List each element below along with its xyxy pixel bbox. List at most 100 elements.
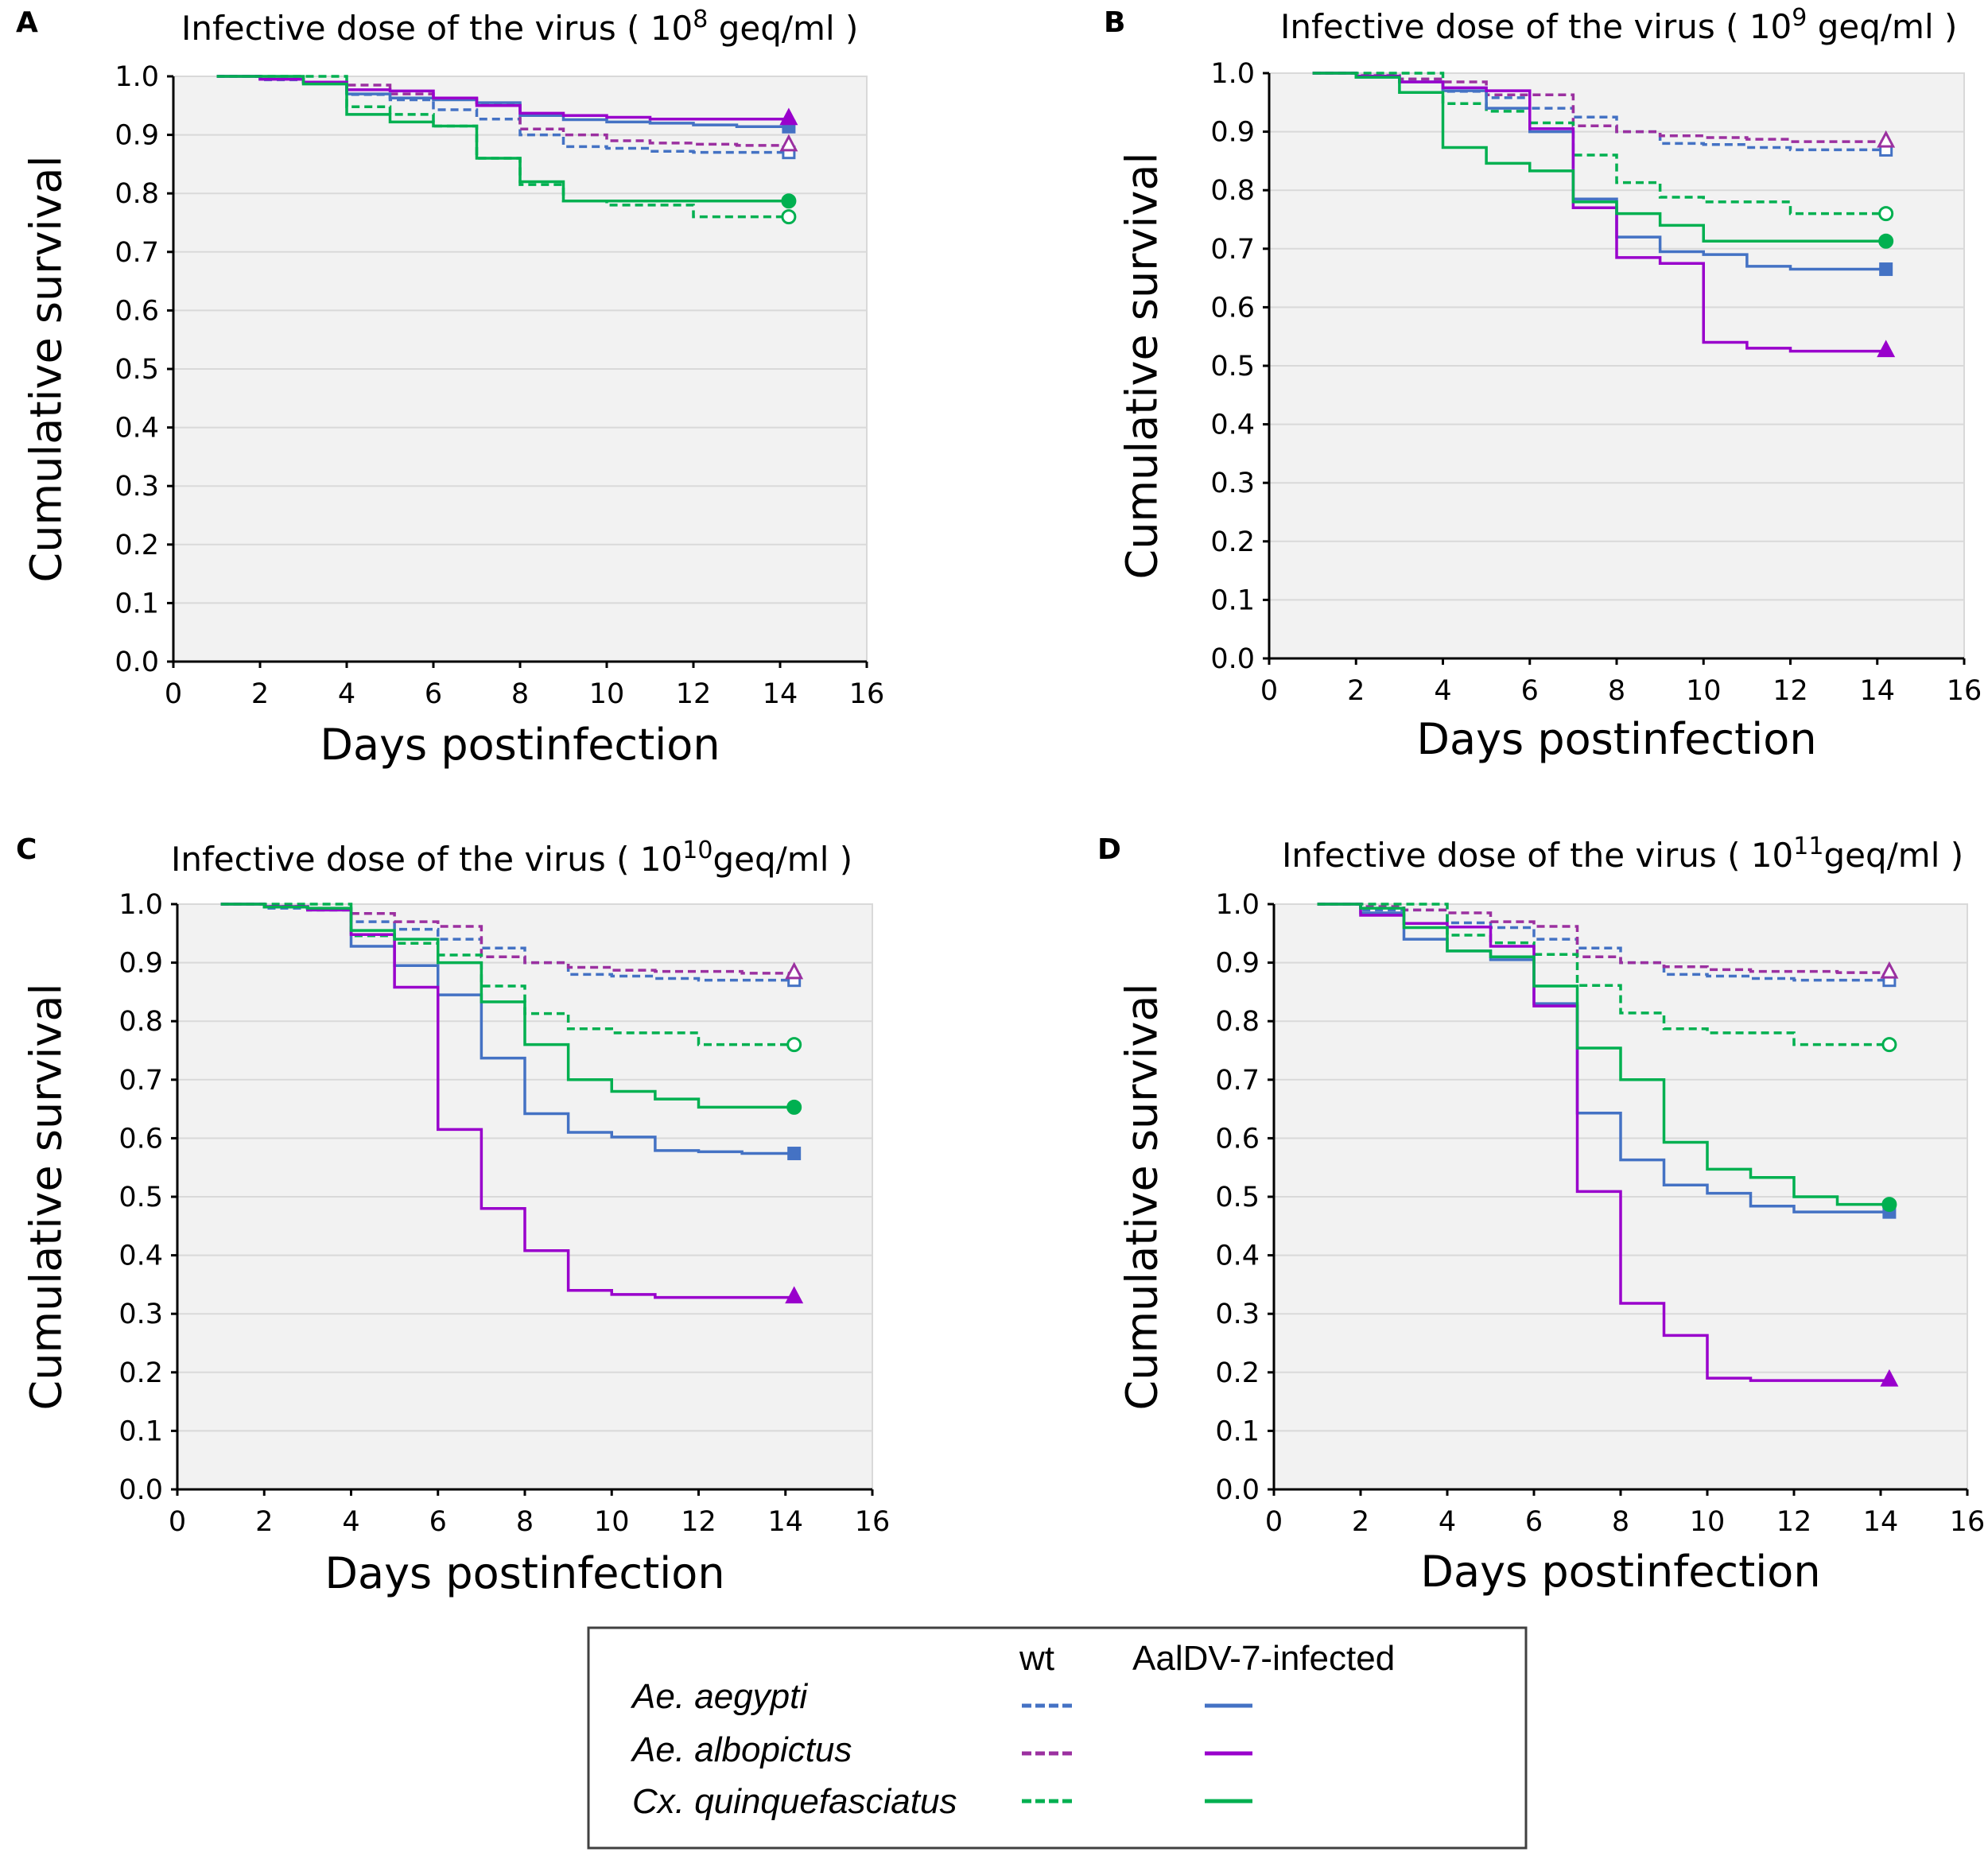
y-tick-label: 0.6 [1210, 292, 1255, 324]
x-tick-label: 8 [1608, 675, 1625, 707]
title-base: 10 [650, 9, 693, 48]
chart-title: Infective dose of the virus ( 109 geq/ml… [1280, 4, 1957, 46]
title-prefix: Infective dose of the virus ( [171, 840, 640, 879]
series-line-quinquefasciatus-infected [1317, 903, 1889, 1206]
series-line-quinquefasciatus-wt [1312, 72, 1886, 215]
y-tick-label: 0.7 [118, 1065, 163, 1097]
x-tick-label: 14 [1859, 675, 1895, 707]
chart-title: Infective dose of the virus ( 1011geq/ml… [1282, 833, 1963, 875]
x-tick-label: 2 [1352, 1506, 1369, 1538]
x-tick-label: 0 [1260, 675, 1278, 707]
title-suffix: geq/ml ) [708, 9, 858, 48]
title-base: 10 [640, 840, 682, 879]
x-tick-label: 4 [1439, 1506, 1456, 1538]
y-axis-label: Cumulative survival [1117, 153, 1167, 580]
y-tick-label: 0.8 [115, 178, 159, 210]
y-tick-label: 0.2 [118, 1357, 163, 1389]
x-tick-label: 0 [1265, 1506, 1283, 1538]
end-marker-albopictus-wt [1877, 130, 1896, 148]
end-marker-quinquefasciatus-infected [1878, 233, 1894, 249]
series-line-quinquefasciatus-infected [1312, 72, 1886, 243]
y-tick-label: 0.4 [115, 413, 159, 445]
y-tick-label: 0.5 [1210, 351, 1255, 382]
y-tick-label: 0.5 [118, 1182, 163, 1213]
y-tick-label: 0.7 [1215, 1065, 1260, 1097]
x-tick-label: 6 [425, 678, 442, 710]
x-tick-label: 8 [516, 1506, 534, 1538]
y-tick-label: 0.4 [118, 1240, 163, 1272]
panel-label: A [16, 6, 38, 39]
x-tick-label: 12 [1773, 675, 1808, 707]
end-marker-albopictus-wt [779, 134, 798, 152]
x-tick-label: 14 [767, 1506, 803, 1538]
end-marker-quinquefasciatus-wt [1881, 1037, 1897, 1053]
x-tick-label: 4 [1434, 675, 1451, 707]
x-tick-label: 4 [342, 1506, 359, 1538]
panel-label: C [16, 833, 37, 866]
y-tick-label: 0.7 [1210, 234, 1255, 266]
y-tick-label: 0.9 [1215, 948, 1260, 980]
series-line-quinquefasciatus-infected [220, 903, 794, 1109]
y-tick-label: 1.0 [1215, 889, 1260, 921]
y-tick-label: 0.2 [115, 530, 159, 561]
x-tick-label: 12 [1776, 1506, 1812, 1538]
y-tick-label: 0.7 [115, 237, 159, 269]
panel-label: B [1104, 6, 1125, 39]
chart-title: Infective dose of the virus ( 1010geq/ml… [171, 837, 852, 879]
panel-label: D [1097, 833, 1121, 866]
legend-species-aegypti: Ae. aegypti [630, 1677, 808, 1716]
y-tick-label: 1.0 [118, 889, 163, 921]
end-marker-quinquefasciatus-wt [1878, 206, 1894, 222]
series-line-albopictus-wt [1317, 903, 1889, 974]
y-tick-label: 0.1 [115, 588, 159, 619]
end-marker-albopictus-infected [1877, 340, 1896, 358]
panel-b: B Infective dose of the virus ( 109 geq/m… [1104, 4, 1982, 764]
y-tick-label: 0.3 [1215, 1299, 1260, 1330]
y-tick-label: 1.0 [1210, 58, 1255, 90]
x-tick-label: 6 [1521, 675, 1539, 707]
x-tick-label: 0 [165, 678, 182, 710]
y-tick-label: 0.3 [118, 1299, 163, 1330]
y-tick-label: 0.4 [1215, 1240, 1260, 1272]
y-tick-label: 0.8 [118, 1006, 163, 1038]
x-tick-label: 4 [338, 678, 355, 710]
x-axis-label: Days postinfection [1416, 714, 1816, 764]
x-tick-label: 8 [511, 678, 529, 710]
y-tick-label: 1.0 [115, 61, 159, 93]
y-tick-label: 0.6 [115, 295, 159, 327]
y-tick-label: 0.0 [115, 646, 159, 678]
x-axis-label: Days postinfection [320, 720, 720, 770]
x-tick-label: 16 [1950, 1506, 1986, 1538]
y-tick-label: 0.1 [1215, 1415, 1260, 1447]
panel-c: C Infective dose of the virus ( 1010geq/m… [16, 833, 890, 1598]
end-marker-aegypti-infected [1879, 262, 1893, 277]
y-tick-label: 0.1 [1210, 584, 1255, 616]
x-tick-label: 10 [589, 678, 625, 710]
y-tick-label: 0.0 [1210, 643, 1255, 675]
y-tick-label: 0.3 [115, 471, 159, 503]
y-tick-label: 0.9 [1210, 117, 1255, 149]
y-tick-label: 0.6 [118, 1123, 163, 1155]
series-line-albopictus-wt [220, 903, 794, 975]
y-tick-label: 0.9 [115, 120, 159, 152]
end-marker-quinquefasciatus-infected [1881, 1197, 1897, 1213]
title-prefix: Infective dose of the virus ( [1280, 7, 1749, 46]
title-exponent: 8 [693, 6, 708, 33]
x-axis-label: Days postinfection [1420, 1547, 1820, 1597]
x-tick-label: 10 [1686, 675, 1722, 707]
x-tick-label: 8 [1612, 1506, 1629, 1538]
series-line-albopictus-infected [1312, 72, 1886, 353]
end-marker-albopictus-wt [1880, 961, 1899, 979]
y-tick-label: 0.1 [118, 1415, 163, 1447]
end-marker-quinquefasciatus-infected [781, 193, 797, 209]
legend-box [587, 1626, 1528, 1850]
y-tick-label: 0.8 [1210, 175, 1255, 207]
panel-a: A Infective dose of the virus ( 108 geq/m… [16, 6, 884, 770]
panel-d: D Infective dose of the virus ( 1011geq/m… [1097, 833, 1985, 1597]
x-tick-label: 2 [251, 678, 269, 710]
y-tick-label: 0.8 [1215, 1006, 1260, 1038]
title-base: 10 [1751, 836, 1793, 875]
x-tick-label: 12 [681, 1506, 716, 1538]
y-tick-label: 0.0 [118, 1474, 163, 1506]
title-exponent: 11 [1793, 833, 1823, 860]
